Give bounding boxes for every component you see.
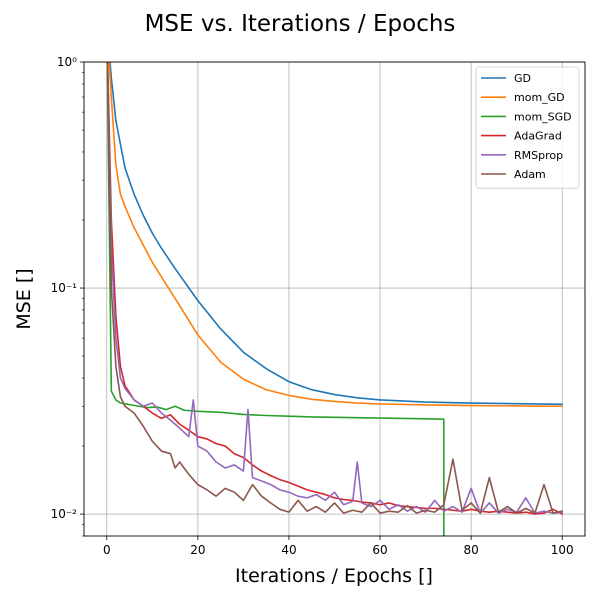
series-line-mom-sgd: [106, 62, 445, 536]
y-tick-label: 10⁰: [57, 55, 77, 69]
chart-title: MSE vs. Iterations / Epochs: [145, 11, 456, 37]
legend-label-adagrad: AdaGrad: [514, 130, 562, 143]
legend: GD mom_GD mom_SGD AdaGrad RMSprop Adam: [475, 66, 580, 189]
y-tick-label: 10⁻²: [51, 507, 78, 521]
legend-label-mom-gd: mom_GD: [514, 91, 565, 104]
legend-label-rmsprop: RMSprop: [514, 149, 563, 162]
series-line-gd: [109, 62, 564, 406]
x-tick-label: 0: [103, 543, 111, 557]
legend-label-mom-sgd: mom_SGD: [514, 110, 572, 123]
series-line-rmsprop: [106, 62, 564, 514]
legend-label-adam: Adam: [514, 168, 546, 181]
x-tick-label: 40: [281, 543, 296, 557]
legend-label-gd: GD: [514, 72, 531, 85]
plot-frame: [83, 61, 586, 537]
x-tick-label: 60: [372, 543, 387, 557]
x-tick-label: 80: [463, 543, 478, 557]
axis-ticks: 0 20 40 60 80 100 10⁻² 10⁻¹ 10⁰: [51, 55, 574, 557]
y-tick-label: 10⁻¹: [51, 281, 78, 295]
plot-lines: [106, 62, 564, 536]
series-line-mom-gd: [108, 62, 564, 408]
series-line-adam: [106, 62, 564, 514]
y-axis-label: MSE []: [13, 268, 35, 329]
x-axis-label: Iterations / Epochs []: [235, 565, 433, 587]
x-tick-label: 20: [190, 543, 205, 557]
x-tick-label: 100: [551, 543, 574, 557]
series-line-adagrad: [106, 62, 564, 515]
